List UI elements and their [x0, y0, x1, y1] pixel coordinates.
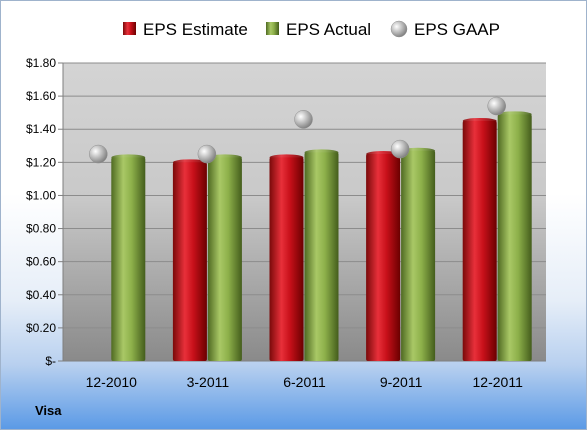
- company-label: Visa: [35, 403, 62, 418]
- bar-eps-estimate: [366, 154, 401, 361]
- bar-eps-estimate-cap: [172, 159, 207, 166]
- marker-eps-gaap: [390, 139, 410, 159]
- bar-eps-actual: [497, 114, 532, 361]
- bar-eps-actual-cap: [401, 147, 436, 154]
- legend-label: EPS Estimate: [143, 20, 248, 39]
- legend-swatch: [266, 22, 279, 35]
- bar-eps-actual-cap: [207, 154, 242, 161]
- bar-eps-actual: [111, 157, 146, 361]
- marker-eps-gaap: [197, 144, 217, 164]
- bar-eps-estimate: [269, 157, 304, 361]
- bar-eps-estimate: [172, 162, 207, 361]
- y-tick-label: $1.20: [26, 155, 56, 169]
- bar-eps-estimate-cap: [269, 154, 304, 161]
- y-tick-label: $0.60: [26, 255, 56, 269]
- marker-eps-gaap: [89, 144, 108, 164]
- legend-swatch: [123, 22, 136, 35]
- marker-eps-gaap: [487, 96, 506, 116]
- bar-eps-actual-cap: [111, 154, 146, 161]
- y-tick-label: $-: [45, 354, 56, 368]
- bar-eps-estimate-cap: [462, 117, 497, 124]
- x-tick-label: 12-2010: [86, 374, 138, 390]
- bars: [111, 111, 532, 361]
- bar-eps-actual: [304, 152, 339, 361]
- y-tick-label: $0.20: [26, 321, 56, 335]
- y-tick-label: $1.60: [26, 89, 56, 103]
- bar-eps-estimate: [462, 120, 497, 361]
- bar-eps-actual-cap: [497, 111, 532, 118]
- legend-swatch: [390, 20, 408, 38]
- y-tick-label: $0.40: [26, 288, 56, 302]
- y-tick-label: $1.80: [26, 56, 56, 70]
- x-axis-ticks: 12-2010 3-2011 6-2011 9-2011 12-2011: [86, 374, 523, 390]
- bar-eps-actual: [207, 157, 242, 361]
- bar-eps-actual: [401, 150, 436, 361]
- legend-label: EPS Actual: [286, 20, 371, 39]
- legend-label: EPS GAAP: [414, 20, 500, 39]
- gaap-markers: [89, 96, 506, 164]
- y-axis-ticks: $- $0.20 $0.40 $0.60 $0.80 $1.00 $1.20 $1.40 $1.…: [26, 56, 56, 368]
- y-tick-label: $1.00: [26, 188, 56, 202]
- marker-eps-gaap: [294, 110, 313, 129]
- x-tick-label: 6-2011: [283, 374, 326, 390]
- x-tick-label: 9-2011: [380, 374, 423, 390]
- legend: EPS Estimate EPS Actual EPS GAAP: [123, 20, 500, 39]
- y-tick-label: $0.80: [26, 222, 56, 236]
- y-tick-label: $1.40: [26, 122, 56, 136]
- bar-eps-actual-cap: [304, 149, 339, 156]
- x-tick-label: 3-2011: [187, 374, 230, 390]
- x-tick-label: 12-2011: [473, 374, 524, 390]
